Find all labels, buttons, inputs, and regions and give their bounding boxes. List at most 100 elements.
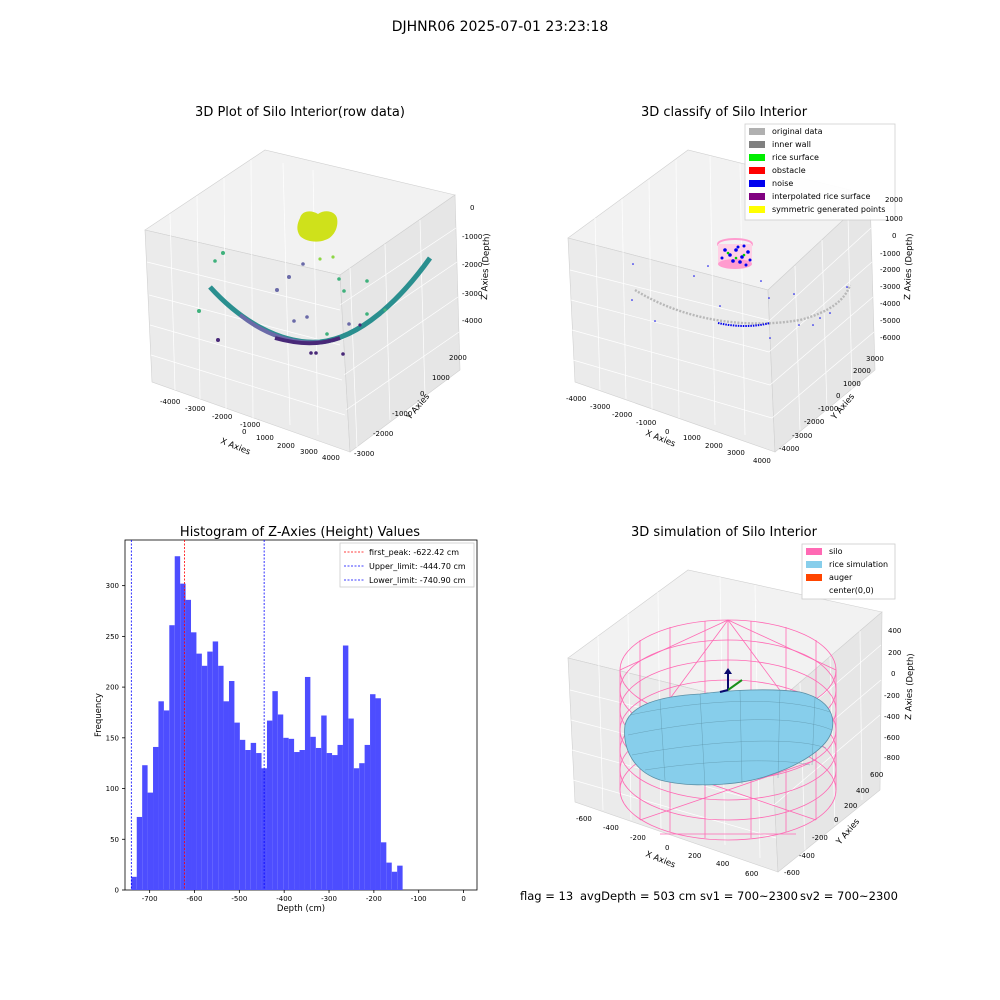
histogram-bar (332, 755, 338, 890)
histogram-bar (256, 753, 262, 890)
histogram-xtick-label: -400 (276, 895, 292, 903)
histogram-bar (174, 556, 181, 890)
svg-text:3000: 3000 (727, 449, 745, 457)
classify-grid (569, 155, 875, 436)
histogram-bar (375, 698, 381, 890)
svg-text:-1000: -1000 (462, 233, 482, 241)
histogram-bar (250, 742, 257, 890)
classify-wall-body (718, 244, 752, 264)
histogram-bar (359, 763, 365, 890)
classify-original-arc (634, 284, 852, 325)
histogram-bar (261, 768, 267, 890)
histogram-bar (163, 710, 170, 890)
legend-swatch-original (749, 128, 765, 135)
legend-label-upper: Upper_limit: -444.70 cm (369, 562, 466, 571)
classify-xlabel: X Axies (644, 429, 677, 450)
histogram-xticks: -700 -600 -500 -400 -300 -200 -100 0 (142, 890, 466, 903)
footer-sv2: sv2 = 700~2300 (800, 889, 898, 903)
simulation-zlabel: Z Axies (Depth) (904, 653, 916, 720)
legend-swatch-silo (806, 548, 822, 555)
histogram-bar (201, 665, 208, 890)
simulation-auger (719, 668, 743, 693)
svg-text:-4000: -4000 (160, 398, 180, 406)
histogram-bar (223, 701, 229, 890)
svg-text:1000: 1000 (885, 215, 903, 223)
panel-classify-3d: 3D classify of Silo Interior (566, 105, 915, 465)
histogram-bar (321, 715, 327, 890)
histogram-bar (283, 737, 289, 890)
svg-text:600: 600 (745, 870, 758, 878)
raw-yticks: -3000 -2000 -1000 0 1000 2000 (354, 354, 467, 458)
classify-legend: original data inner wall rice surface ob… (744, 123, 896, 221)
svg-text:0: 0 (892, 232, 896, 240)
svg-text:-3000: -3000 (462, 290, 482, 298)
simulation-xlabel: X Axies (644, 850, 677, 871)
histogram-bars (131, 556, 403, 890)
histogram-bar (337, 744, 343, 890)
svg-text:4000: 4000 (753, 457, 771, 465)
svg-text:1000: 1000 (683, 434, 701, 442)
raw-scatter-points (197, 251, 387, 356)
histogram-ytick-label: 0 (115, 887, 119, 895)
simulation-rice-surface (624, 689, 834, 786)
svg-text:-600: -600 (576, 815, 592, 823)
svg-text:400: 400 (856, 787, 869, 795)
legend-label-interpolated: interpolated rice surface (772, 192, 870, 201)
svg-text:-600: -600 (784, 869, 800, 877)
histogram-bar (353, 768, 360, 890)
legend-swatch-rice-simulation (806, 561, 822, 568)
svg-text:-5000: -5000 (880, 317, 900, 325)
simulation-legend: silo rice simulation auger center(0,0) (801, 543, 896, 600)
histogram-reference-lines (130, 540, 265, 890)
histogram-bar (212, 641, 219, 890)
svg-text:-2000: -2000 (880, 266, 900, 274)
histogram-ytick-label: 150 (106, 734, 119, 742)
svg-text:-800: -800 (884, 754, 900, 762)
svg-text:-1000: -1000 (392, 410, 412, 418)
legend-swatch-noise (749, 180, 765, 187)
histogram-xtick-label: -600 (187, 895, 203, 903)
svg-text:-1000: -1000 (818, 405, 838, 413)
histogram-bar (326, 753, 333, 890)
histogram-title: Histogram of Z-Axies (Height) Values (180, 525, 420, 540)
svg-text:-3000: -3000 (880, 283, 900, 291)
svg-text:4000: 4000 (322, 454, 340, 462)
svg-text:-6000: -6000 (880, 334, 900, 342)
svg-text:400: 400 (888, 627, 901, 635)
svg-text:3000: 3000 (866, 355, 884, 363)
svg-text:-2000: -2000 (462, 261, 482, 269)
svg-text:-2000: -2000 (804, 418, 824, 426)
svg-text:0: 0 (665, 844, 669, 852)
svg-text:0: 0 (891, 670, 895, 678)
raw-wall-arc-bottom (274, 336, 341, 346)
histogram-bar (196, 653, 202, 890)
classify-zticks: 2000 1000 0 -1000 -2000 -3000 -4000 -500… (880, 196, 903, 342)
svg-text:-2000: -2000 (612, 411, 632, 419)
svg-text:-400: -400 (884, 713, 900, 721)
histogram-bar (397, 865, 403, 890)
histogram-bar (147, 792, 154, 890)
svg-text:200: 200 (688, 852, 701, 860)
histogram-bar (218, 665, 224, 890)
footer-sv1: sv1 = 700~2300 (700, 889, 798, 903)
histogram-ytick-label: 50 (110, 836, 119, 844)
legend-label-rice-surface: rice surface (772, 153, 819, 162)
svg-text:0: 0 (420, 390, 424, 398)
svg-text:-4000: -4000 (462, 317, 482, 325)
svg-text:-4000: -4000 (566, 395, 586, 403)
histogram-bar (364, 744, 371, 890)
histogram-xtick-label: -500 (231, 895, 247, 903)
svg-text:-3000: -3000 (590, 403, 610, 411)
svg-text:400: 400 (716, 860, 729, 868)
svg-text:600: 600 (870, 771, 883, 779)
histogram-bar (315, 747, 322, 890)
histogram-bar (207, 651, 213, 890)
raw-grid (146, 159, 460, 448)
svg-text:-3000: -3000 (792, 432, 812, 440)
legend-label-rice-simulation: rice simulation (829, 560, 888, 569)
svg-text:-200: -200 (812, 834, 828, 842)
histogram-bar (391, 871, 398, 890)
svg-text:-400: -400 (799, 852, 815, 860)
footer-flag: flag = 13 (520, 889, 573, 903)
panel-raw-3d: 3D Plot of Silo Interior(row data) (144, 105, 492, 462)
